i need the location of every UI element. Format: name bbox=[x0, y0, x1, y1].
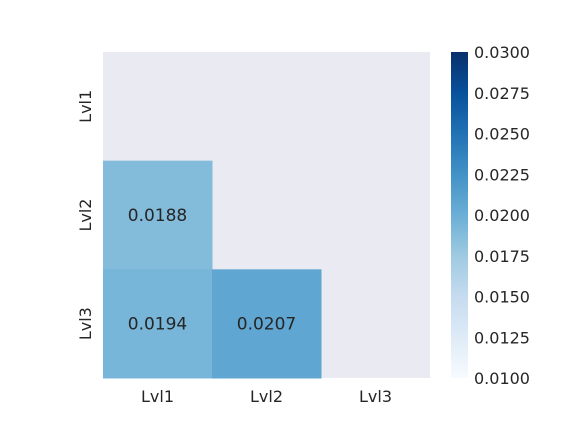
colorbar-tick-label: 0.0200 bbox=[474, 206, 530, 225]
colorbar-tick-label: 0.0250 bbox=[474, 125, 530, 144]
y-tick-label: Lvl1 bbox=[76, 90, 95, 123]
x-tick-label: Lvl1 bbox=[141, 387, 174, 406]
colorbar-tick-label: 0.0275 bbox=[474, 84, 530, 103]
heatmap-cell-labels: 0.0188 0.0194 0.0207 bbox=[128, 206, 296, 335]
colorbar-tick-label: 0.0125 bbox=[474, 328, 530, 347]
y-axis-tick-labels: Lvl1 Lvl2 Lvl3 bbox=[76, 90, 95, 340]
cell-value-label: 0.0188 bbox=[128, 206, 187, 226]
heatmap-cell-lvl2-lvl1 bbox=[103, 160, 213, 270]
colorbar-tick-label: 0.0300 bbox=[474, 43, 530, 62]
colorbar-tick-labels: 0.0100 0.0125 0.0150 0.0175 0.0200 0.0225 0.02… bbox=[474, 43, 530, 388]
x-tick-label: Lvl2 bbox=[250, 387, 283, 406]
colorbar-tick-label: 0.0175 bbox=[474, 247, 530, 266]
heatmap-cell-lvl3-lvl2 bbox=[212, 269, 322, 379]
y-tick-label: Lvl2 bbox=[76, 198, 95, 231]
cell-value-label: 0.0194 bbox=[128, 315, 187, 335]
colorbar bbox=[451, 52, 468, 378]
cell-value-label: 0.0207 bbox=[237, 315, 296, 335]
x-axis-tick-labels: Lvl1 Lvl2 Lvl3 bbox=[141, 387, 392, 406]
colorbar-tick-label: 0.0100 bbox=[474, 369, 530, 388]
x-tick-label: Lvl3 bbox=[359, 387, 392, 406]
colorbar-tick-label: 0.0225 bbox=[474, 165, 530, 184]
heatmap-cells bbox=[103, 160, 322, 379]
colorbar-tick-label: 0.0150 bbox=[474, 288, 530, 307]
heatmap-cell-lvl3-lvl1 bbox=[103, 269, 213, 379]
y-tick-label: Lvl3 bbox=[76, 307, 95, 340]
